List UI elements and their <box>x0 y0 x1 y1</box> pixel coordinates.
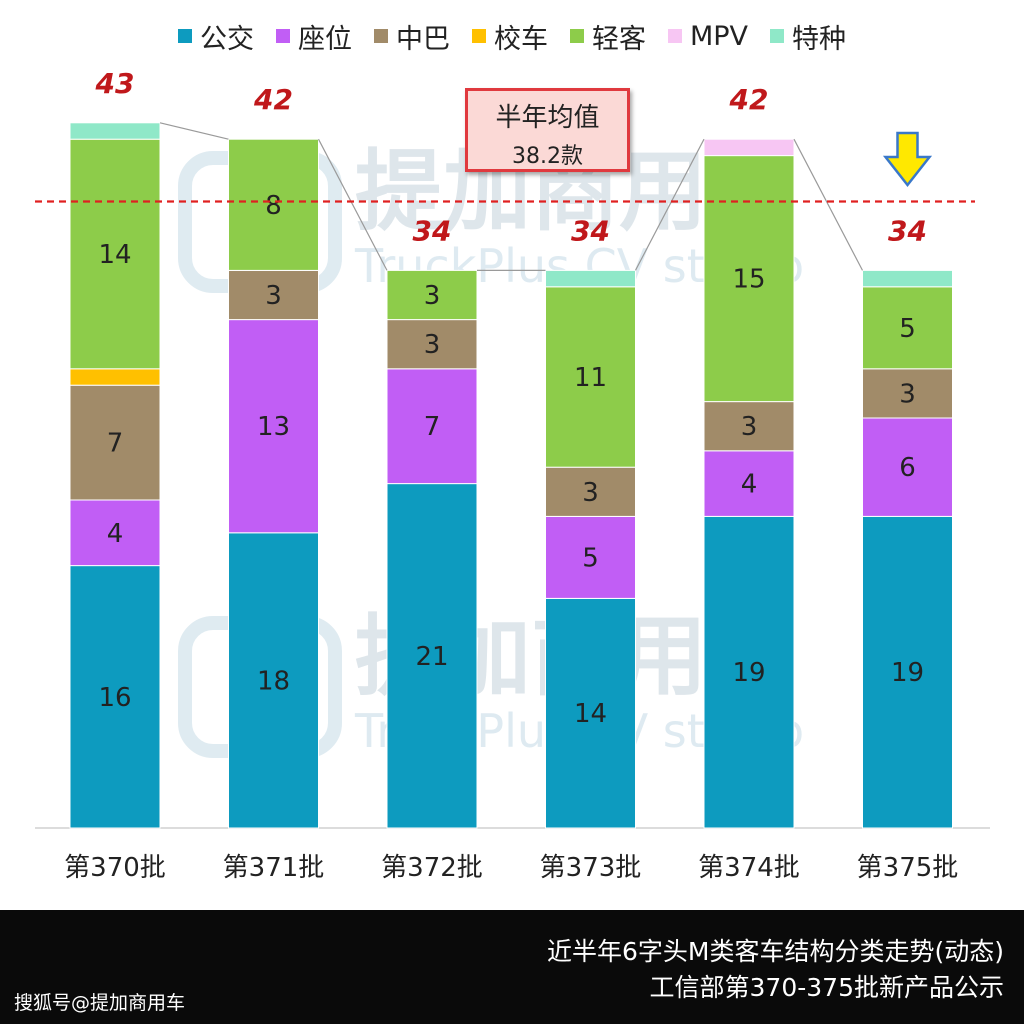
legend-item: 座位 <box>275 17 352 56</box>
data-label: 7 <box>424 412 441 442</box>
total-label: 34 <box>888 214 927 247</box>
bar-segment <box>862 286 953 370</box>
category-label: 第372批 <box>381 853 483 883</box>
bar-segment <box>862 269 953 288</box>
data-label: 6 <box>899 453 916 483</box>
bar-segment <box>386 319 478 370</box>
bar-segment <box>386 269 478 321</box>
data-label: 4 <box>741 470 758 500</box>
bar-segment <box>862 368 953 419</box>
data-label: 3 <box>741 412 758 442</box>
legend-label: 校车 <box>493 23 548 55</box>
data-label: 14 <box>98 240 131 270</box>
data-label: 3 <box>899 379 916 409</box>
bar-segment <box>69 122 161 140</box>
data-label: 14 <box>574 699 607 729</box>
data-label: 5 <box>899 314 916 344</box>
connector-line <box>159 122 229 140</box>
legend-item: 中巴 <box>373 17 450 56</box>
legend-item: MPV <box>667 20 749 52</box>
footer-credit: 搜狐号@提加商用车 <box>14 992 186 1014</box>
bar-segment <box>69 565 161 829</box>
bar-segment <box>862 515 953 829</box>
connector-line <box>793 138 864 271</box>
bar-segment <box>545 269 636 288</box>
legend-swatch <box>770 29 785 43</box>
total-label: 42 <box>253 83 293 116</box>
data-label: 19 <box>732 658 765 688</box>
bar-segment <box>228 138 319 271</box>
bar-segment <box>703 450 795 517</box>
data-label: 3 <box>424 330 441 360</box>
category-label: 第375批 <box>857 853 959 883</box>
category-label: 第374批 <box>698 853 800 883</box>
legend-swatch <box>569 29 584 43</box>
footer-title: 近半年6字头M类客车结构分类走势(动态) <box>547 937 1004 966</box>
footer-subtitle: 工信部第370-375批新产品公示 <box>649 973 1004 1002</box>
bar-segment <box>386 368 478 485</box>
data-label: 21 <box>415 642 448 672</box>
average-label-value: 38.2款 <box>512 144 583 169</box>
legend-label: 公交 <box>199 23 254 55</box>
legend-item: 特种 <box>770 17 846 56</box>
average-label-title: 半年均值 <box>495 103 600 133</box>
data-label: 18 <box>257 666 290 696</box>
bar-segment <box>703 515 795 829</box>
total-label: 42 <box>729 83 769 116</box>
data-label: 11 <box>574 363 607 393</box>
legend-item: 校车 <box>471 17 548 56</box>
data-label: 5 <box>582 543 599 573</box>
bar-segment <box>545 515 636 599</box>
data-label: 8 <box>265 191 282 221</box>
legend: 公交 座位 中巴 校车 轻客 MPV 特种 <box>0 14 1024 58</box>
category-label: 第370批 <box>64 853 166 883</box>
bar-segment <box>69 368 161 386</box>
footer-banner: 近半年6字头M类客车结构分类走势(动态) 工信部第370-375批新产品公示 搜… <box>0 910 1024 1024</box>
bar-segment <box>69 499 161 567</box>
connector-line <box>317 138 388 271</box>
down-arrow-icon <box>882 131 933 188</box>
legend-swatch <box>177 29 192 43</box>
data-label: 4 <box>107 519 124 549</box>
bar-segment <box>703 155 795 403</box>
legend-swatch <box>667 29 682 43</box>
legend-swatch <box>471 29 486 43</box>
data-label: 3 <box>265 281 282 311</box>
data-label: 7 <box>107 429 124 459</box>
bar-segment <box>69 384 161 501</box>
legend-swatch <box>275 29 290 43</box>
legend-label: 中巴 <box>395 23 450 55</box>
total-label: 34 <box>413 214 452 247</box>
data-label: 3 <box>424 281 441 311</box>
legend-label: 特种 <box>792 23 847 55</box>
total-label: 34 <box>571 214 610 247</box>
legend-item: 公交 <box>177 17 254 56</box>
bar-segment <box>703 401 795 452</box>
bar-segment <box>545 597 636 829</box>
category-label: 第373批 <box>540 853 642 883</box>
legend-item: 轻客 <box>569 17 646 56</box>
bar-segment <box>703 138 795 157</box>
bar-segment <box>862 417 953 517</box>
total-label: 43 <box>95 67 135 100</box>
bar-segment <box>228 319 319 534</box>
bar-segment <box>228 269 319 321</box>
legend-label: MPV <box>689 20 749 52</box>
bar-segment <box>228 532 319 829</box>
average-callout-box: 半年均值 38.2款 <box>465 88 630 172</box>
category-label: 第371批 <box>223 853 325 883</box>
bar-segment <box>545 466 636 517</box>
data-label: 13 <box>257 412 290 442</box>
data-label: 15 <box>732 265 765 295</box>
data-label: 16 <box>98 683 131 713</box>
legend-swatch <box>373 29 388 43</box>
connector-line <box>634 138 705 271</box>
legend-label: 座位 <box>297 23 352 55</box>
legend-label: 轻客 <box>591 23 646 55</box>
data-label: 3 <box>582 478 599 508</box>
data-label: 19 <box>891 658 924 688</box>
